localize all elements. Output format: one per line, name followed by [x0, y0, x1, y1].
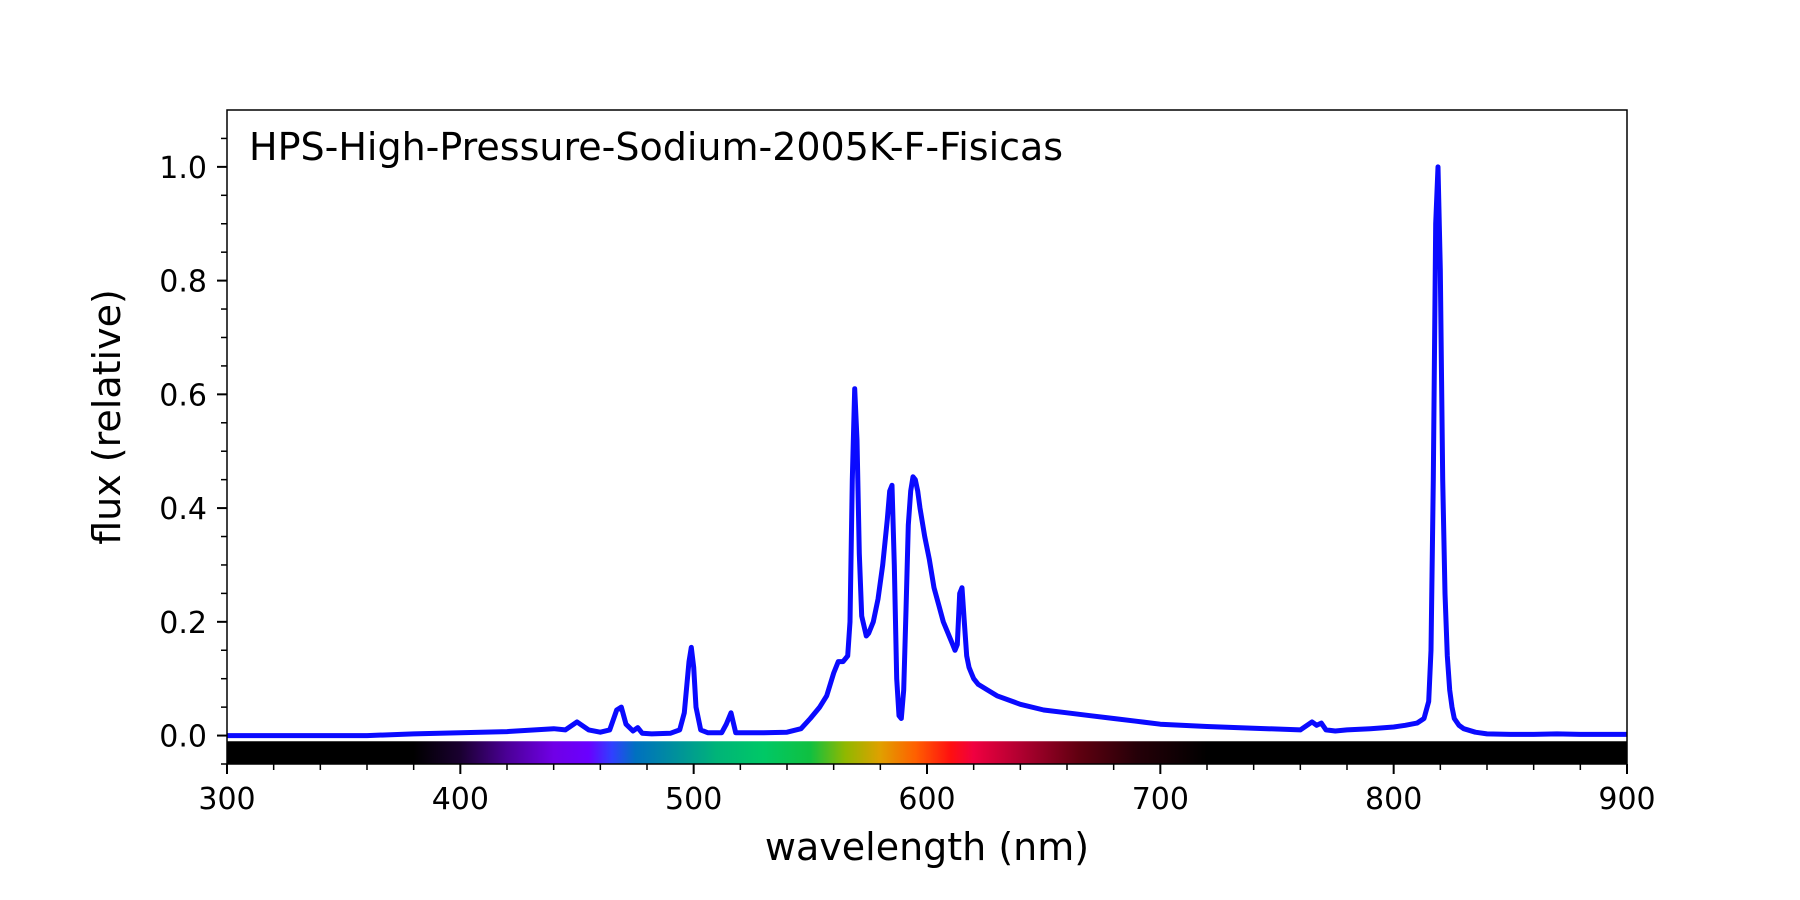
- plot-area: [227, 110, 1627, 764]
- y-tick-label: 0.4: [159, 492, 207, 527]
- x-tick-label: 900: [1598, 782, 1655, 817]
- y-tick-label: 0.0: [159, 720, 207, 755]
- y-tick-labels: 0.0 0.2 0.4 0.6 0.8 1.0: [159, 151, 207, 755]
- x-tick-label: 600: [898, 782, 955, 817]
- x-tick-label: 400: [432, 782, 489, 817]
- x-tick-labels: 300 400 500 600 700 800 900: [198, 782, 1655, 817]
- x-tick-label: 700: [1132, 782, 1189, 817]
- minor-ticks: [221, 137, 1582, 770]
- chart-title: HPS-High-Pressure-Sodium-2005K-F-Fisicas: [249, 125, 1063, 169]
- plot-frame: [226, 109, 1628, 765]
- y-tick-label: 0.6: [159, 378, 207, 413]
- x-tick-label: 500: [665, 782, 722, 817]
- major-ticks: [217, 165, 1628, 774]
- x-axis-title: wavelength (nm): [765, 825, 1089, 869]
- y-tick-label: 1.0: [159, 151, 207, 186]
- visible-spectrum-bar: [227, 741, 1627, 764]
- y-tick-label: 0.2: [159, 606, 207, 641]
- y-tick-label: 0.8: [159, 265, 207, 300]
- y-axis-title: flux (relative): [85, 289, 129, 545]
- x-tick-label: 300: [198, 782, 255, 817]
- x-tick-label: 800: [1365, 782, 1422, 817]
- spectrum-series-line: [227, 164, 1627, 739]
